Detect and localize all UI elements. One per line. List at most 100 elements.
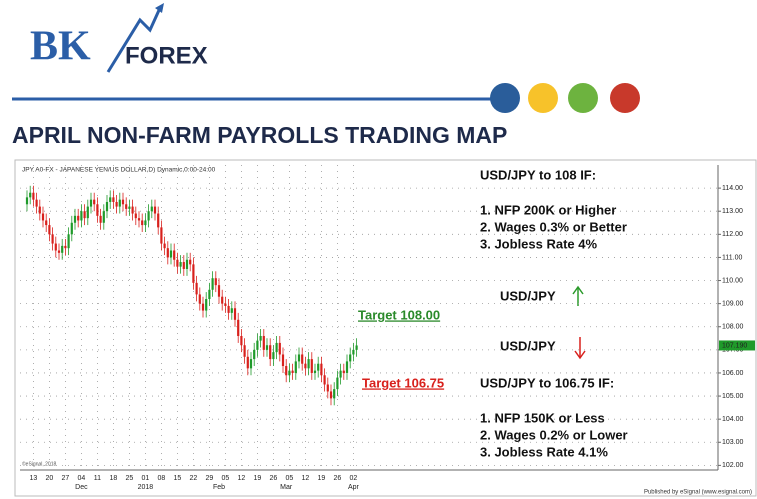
candle-body — [67, 234, 70, 249]
candle-body — [185, 259, 189, 269]
candle-body — [93, 199, 96, 205]
candle-body — [166, 248, 169, 258]
candle-body — [57, 250, 61, 253]
scenario-item: 3. Jobless Rate 4% — [480, 236, 597, 251]
y-tick-label: 102.00 — [722, 462, 744, 469]
candle-body — [105, 201, 109, 212]
candle-body — [259, 335, 262, 341]
candle-body — [160, 227, 163, 244]
candle-body — [137, 218, 141, 221]
candle-body — [275, 342, 278, 353]
y-tick-label: 103.00 — [722, 439, 744, 446]
candle-body — [323, 375, 326, 385]
chart-frame — [14, 159, 757, 497]
candle-body — [214, 278, 217, 286]
candle-body — [272, 352, 275, 360]
x-tick-label: 01 — [142, 475, 150, 482]
scenario-heading: USD/JPY to 106.75 IF: — [480, 375, 614, 390]
x-group-label: Feb — [213, 484, 225, 491]
candle-body — [278, 342, 281, 355]
candle-body — [54, 243, 57, 251]
candle-body — [227, 305, 230, 313]
candle-body — [208, 289, 211, 300]
scenario-heading: USD/JPY to 108 IF: — [480, 167, 596, 182]
x-tick-label: 19 — [318, 475, 326, 482]
x-tick-label: 05 — [222, 475, 230, 482]
candle-body — [307, 359, 310, 369]
x-tick-label: 25 — [126, 475, 134, 482]
x-tick-label: 02 — [350, 475, 358, 482]
scenario-item: 1. NFP 150K or Less — [480, 410, 605, 425]
x-tick-label: 12 — [302, 475, 310, 482]
dot-green — [568, 83, 598, 113]
candle-body — [352, 349, 355, 355]
candle-body — [64, 245, 67, 249]
logo-bk: BK — [30, 24, 91, 70]
candle-body — [86, 206, 89, 219]
y-tick-label: 113.00 — [722, 208, 743, 215]
candle-body — [77, 215, 80, 221]
candle-body — [205, 299, 208, 311]
candle-body — [304, 363, 307, 369]
candle-body — [70, 222, 73, 235]
x-tick-label: 29 — [206, 475, 214, 482]
candle-body — [157, 213, 160, 228]
x-group-label: Dec — [75, 484, 88, 491]
candle-body — [230, 308, 233, 313]
y-tick-label: 104.00 — [722, 416, 744, 423]
x-tick-label: 20 — [46, 475, 54, 482]
candle-body — [243, 345, 246, 357]
candle-body — [224, 303, 227, 306]
candle-body — [89, 199, 93, 207]
candle-body — [73, 215, 77, 223]
scenario-item: 1. NFP 200K or Higher — [480, 202, 616, 217]
candle-body — [51, 234, 54, 244]
x-tick-label: 05 — [286, 475, 294, 482]
candle-body — [153, 206, 157, 214]
candle-body — [310, 359, 313, 373]
up-arrow-head — [572, 285, 584, 295]
source: ©eSignal, 2018 — [22, 460, 56, 467]
candle-body — [345, 361, 349, 373]
candle-body — [134, 213, 137, 219]
candle-body — [291, 370, 294, 373]
candle-body — [45, 220, 48, 226]
candle-body — [141, 220, 144, 226]
candle-body — [262, 335, 265, 350]
candle-body — [121, 199, 125, 205]
candle-body — [179, 262, 182, 267]
candle-body — [329, 391, 333, 399]
y-tick-label: 112.00 — [722, 231, 743, 238]
candle-body — [29, 192, 32, 198]
candle-body — [147, 211, 150, 221]
candle-body — [115, 201, 118, 207]
y-tick-label: 105.00 — [722, 393, 744, 400]
candle-body — [48, 225, 51, 235]
candle-body — [313, 370, 317, 373]
candle-body — [150, 206, 153, 212]
candle-body — [349, 354, 352, 362]
candle-body — [301, 354, 304, 364]
scenario-item: 3. Jobless Rate 4.1% — [480, 444, 608, 459]
candle-body — [173, 250, 176, 260]
page-title: APRIL NON-FARM PAYROLLS TRADING MAP — [12, 122, 507, 148]
candle-body — [221, 296, 224, 304]
dot-yellow — [528, 83, 558, 113]
direction-label: USD/JPY — [500, 338, 556, 353]
candle-body — [118, 199, 121, 207]
logo-arrow — [106, 7, 162, 73]
candle-body — [249, 359, 253, 369]
x-group-label: Mar — [280, 484, 293, 491]
x-tick-label: 08 — [158, 475, 166, 482]
candle-body — [144, 220, 147, 226]
candle-body — [41, 213, 45, 221]
candle-body — [192, 264, 195, 283]
dot-red — [610, 83, 640, 113]
y-tick-label: 109.00 — [722, 300, 744, 307]
candle-body — [237, 319, 240, 336]
x-tick-label: 18 — [110, 475, 118, 482]
dot-blue — [490, 83, 520, 113]
publisher: Published by eSignal (www.esignal.com) — [644, 490, 752, 496]
chart-title: JPY A0-FX - JAPANESE YEN/US DOLLAR,D) Dy… — [22, 167, 216, 174]
